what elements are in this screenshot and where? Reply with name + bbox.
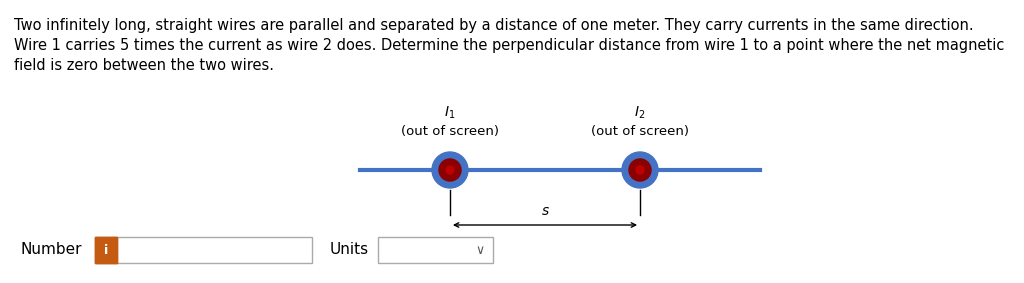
Text: $I_1$: $I_1$ (444, 105, 456, 121)
FancyBboxPatch shape (95, 237, 117, 263)
Circle shape (439, 159, 461, 181)
Circle shape (622, 152, 658, 188)
Text: i: i (104, 243, 109, 256)
Text: $s$: $s$ (541, 204, 550, 218)
Text: (out of screen): (out of screen) (591, 125, 689, 138)
Text: Number: Number (20, 243, 82, 258)
Circle shape (636, 166, 644, 174)
Circle shape (629, 159, 651, 181)
FancyBboxPatch shape (95, 237, 312, 263)
Text: Two infinitely long, straight wires are parallel and separated by a distance of : Two infinitely long, straight wires are … (14, 18, 974, 33)
Circle shape (432, 152, 468, 188)
Text: Units: Units (330, 243, 369, 258)
FancyBboxPatch shape (95, 237, 117, 263)
Text: Wire 1 carries 5 times the current as wire 2 does. Determine the perpendicular d: Wire 1 carries 5 times the current as wi… (14, 38, 1005, 53)
Text: $I_2$: $I_2$ (634, 105, 646, 121)
Text: i: i (104, 243, 109, 256)
FancyBboxPatch shape (378, 237, 493, 263)
Text: field is zero between the two wires.: field is zero between the two wires. (14, 58, 274, 73)
Text: (out of screen): (out of screen) (401, 125, 499, 138)
Text: ∨: ∨ (476, 243, 485, 256)
Circle shape (446, 166, 454, 174)
